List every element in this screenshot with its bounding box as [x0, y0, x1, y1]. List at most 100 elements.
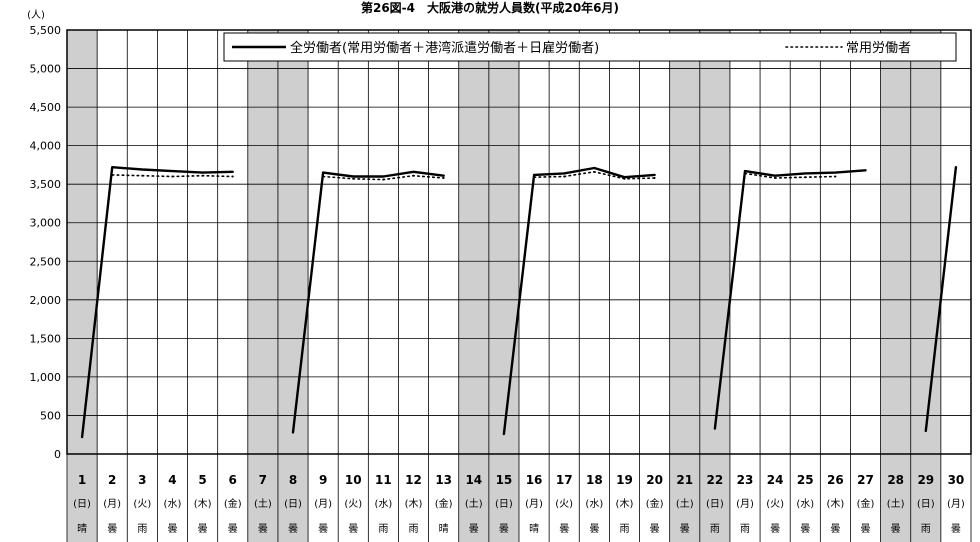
x-day-label-6: 6 [229, 473, 237, 487]
x-day-label-25: 25 [797, 473, 814, 487]
data-point-1-20 [653, 177, 656, 180]
x-day-label-27: 27 [857, 473, 874, 487]
x-weekday-label-18: (水) [585, 498, 603, 510]
y-axis-unit-label: (人) [27, 9, 45, 21]
x-weekday-label-10: (火) [344, 498, 362, 510]
data-point-1-4 [171, 175, 174, 178]
x-weather-label-3: 雨 [137, 524, 147, 535]
x-weather-label-14: 曇 [469, 523, 479, 535]
x-day-label-1: 1 [78, 473, 86, 487]
x-day-label-2: 2 [108, 473, 116, 487]
x-day-label-15: 15 [496, 473, 513, 487]
x-weather-label-26: 曇 [830, 523, 840, 535]
x-weather-label-17: 曇 [559, 523, 569, 535]
data-point-0-22 [713, 427, 716, 430]
x-weather-label-11: 雨 [378, 524, 388, 535]
data-point-0-23 [744, 170, 746, 173]
x-weekday-label-25: (水) [796, 498, 814, 510]
weekend-shade-29 [910, 30, 941, 542]
data-point-1-18 [593, 170, 596, 173]
data-point-0-29 [924, 429, 927, 432]
x-day-label-18: 18 [586, 473, 603, 487]
x-weekday-label-12: (木) [405, 498, 423, 510]
series-lines [80, 166, 958, 439]
data-point-1-10 [352, 177, 355, 180]
y-tick-label-0: 0 [54, 448, 61, 461]
x-day-label-29: 29 [917, 473, 934, 487]
x-weather-label-6: 曇 [228, 523, 238, 535]
data-point-1-3 [141, 174, 144, 177]
data-point-0-20 [653, 173, 656, 176]
x-weekday-label-28: (土) [887, 497, 905, 510]
x-day-label-20: 20 [646, 473, 663, 487]
x-weekday-label-22: (日) [706, 499, 724, 510]
x-weather-label-28: 曇 [891, 523, 901, 535]
data-point-0-9 [322, 171, 325, 174]
x-day-label-4: 4 [168, 473, 176, 487]
y-tick-label-9: 4,500 [30, 101, 62, 114]
y-tick-label-2: 1,000 [30, 371, 62, 384]
y-tick-label-6: 3,000 [30, 217, 62, 230]
data-point-1-6 [231, 175, 234, 178]
data-point-1-5 [201, 174, 204, 177]
weekend-shade-21 [669, 30, 700, 542]
x-day-label-23: 23 [737, 473, 754, 487]
x-weekday-label-7: (土) [254, 497, 272, 510]
x-weather-label-29: 雨 [921, 524, 931, 535]
data-point-1-25 [804, 176, 807, 179]
x-weather-label-24: 曇 [770, 523, 780, 535]
data-point-0-27 [864, 169, 867, 172]
weekend-shading [67, 30, 941, 542]
data-point-0-24 [774, 174, 777, 177]
x-weekday-label-6: (金) [224, 497, 242, 510]
x-weather-label-30: 曇 [951, 523, 961, 535]
x-day-label-10: 10 [345, 473, 362, 487]
y-tick-label-4: 2,000 [30, 294, 62, 307]
data-point-0-19 [623, 176, 626, 179]
data-point-0-26 [834, 171, 837, 174]
data-point-0-3 [141, 168, 144, 171]
x-weekday-label-14: (土) [465, 497, 483, 510]
x-day-label-21: 21 [676, 473, 693, 487]
x-weekday-label-13: (金) [435, 497, 453, 510]
x-weekday-label-30: (月) [947, 498, 965, 510]
x-weather-label-16: 晴 [529, 522, 539, 535]
data-point-0-10 [352, 175, 355, 178]
x-day-label-26: 26 [827, 473, 844, 487]
x-weather-label-18: 曇 [589, 523, 599, 535]
x-weekday-label-20: (金) [646, 497, 664, 510]
y-axis-ticks: 0 500 1,000 1,500 2,000 2,500 3,000 3,500 4,000 4… [30, 24, 62, 461]
legend-label-all-workers: 全労働者(常用労働者＋港湾派遣労働者＋日雇労働者) [290, 40, 599, 56]
x-day-label-24: 24 [767, 473, 784, 487]
x-day-label-22: 22 [707, 473, 724, 487]
x-weather-label-27: 曇 [861, 523, 871, 535]
legend-label-regular-workers: 常用労働者 [846, 41, 911, 56]
data-point-1-23 [744, 172, 746, 175]
x-weather-label-4: 曇 [167, 523, 177, 535]
legend-box [223, 32, 957, 62]
y-tick-label-7: 3,500 [30, 178, 62, 191]
x-weekday-label-19: (木) [616, 498, 634, 510]
x-weekday-label-16: (月) [525, 498, 543, 510]
weekend-shade-15 [488, 30, 519, 542]
data-point-1-9 [322, 175, 325, 178]
x-weather-label-23: 雨 [740, 524, 750, 535]
data-point-0-18 [593, 166, 596, 169]
data-point-1-26 [834, 175, 837, 178]
x-weekday-label-4: (水) [164, 498, 182, 510]
data-point-0-15 [502, 432, 505, 435]
x-day-label-11: 11 [375, 473, 392, 487]
data-point-1-11 [382, 178, 385, 181]
x-weekday-label-27: (金) [857, 497, 875, 510]
x-weather-label-13: 晴 [439, 522, 449, 535]
weekend-shade-14 [458, 30, 489, 542]
x-weather-label-25: 曇 [800, 523, 810, 535]
x-weekday-label-24: (火) [766, 498, 784, 510]
x-weather-label-20: 曇 [650, 523, 660, 535]
x-weekday-label-26: (木) [826, 498, 844, 510]
y-tick-label-1: 500 [40, 409, 61, 422]
x-weekday-label-3: (火) [133, 498, 151, 510]
x-day-label-28: 28 [887, 473, 904, 487]
data-point-0-2 [111, 166, 114, 169]
